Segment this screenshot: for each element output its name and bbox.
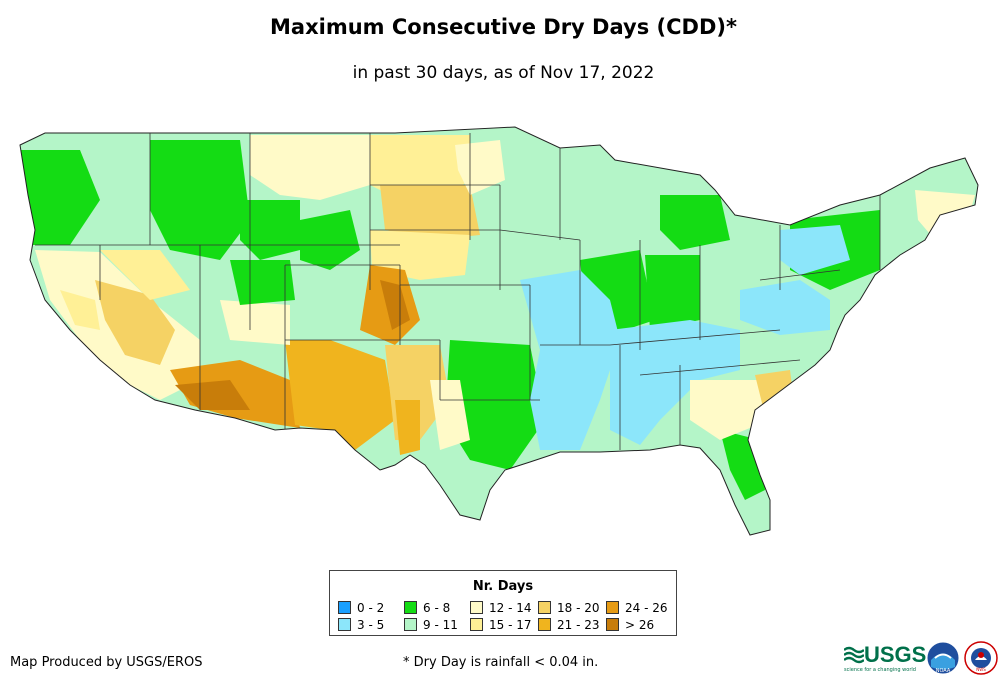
usgs-tagline: science for a changing world <box>844 667 916 673</box>
map-credit: Map Produced by USGS/EROS <box>10 655 203 670</box>
legend-item-24-26: 24 - 26 <box>606 601 668 615</box>
noaa-logo-text: NOAA <box>936 668 951 674</box>
legend-swatch <box>606 618 619 631</box>
legend-swatch <box>404 601 417 614</box>
legend-item-9-11: 9 - 11 <box>404 618 458 632</box>
legend-title: Nr. Days <box>472 579 534 594</box>
usgs-logo: USGS <box>864 642 927 667</box>
legend-swatch <box>470 601 483 614</box>
legend-swatch <box>404 618 417 631</box>
legend-item-15-17: 15 - 17 <box>470 618 532 632</box>
nws-logo-icon: NWS <box>964 641 998 675</box>
legend-swatch <box>538 601 551 614</box>
conus-cdd-map <box>19 126 979 536</box>
legend-item-0-2: 0 - 2 <box>338 601 384 615</box>
legend-item-over-26: > 26 <box>606 618 654 632</box>
legend-item-12-14: 12 - 14 <box>470 601 532 615</box>
map-subtitle: in past 30 days, as of Nov 17, 2022 <box>352 63 655 83</box>
usgs-wave-icon <box>844 646 864 664</box>
legend-swatch <box>538 618 551 631</box>
agency-logos: USGS science for a changing world NOAA N… <box>842 640 1002 680</box>
legend-item-3-5: 3 - 5 <box>338 618 384 632</box>
noaa-logo-icon: NOAA <box>926 641 960 675</box>
legend-item-18-20: 18 - 20 <box>538 601 600 615</box>
legend: Nr. Days 0 - 2 3 - 5 6 - 8 9 - 11 12 - 1… <box>329 570 677 636</box>
legend-item-6-8: 6 - 8 <box>404 601 450 615</box>
legend-swatch <box>470 618 483 631</box>
map-title: Maximum Consecutive Dry Days (CDD)* <box>270 15 737 39</box>
legend-swatch <box>338 618 351 631</box>
nws-logo-text: NWS <box>976 667 986 672</box>
legend-swatch <box>606 601 619 614</box>
legend-item-21-23: 21 - 23 <box>538 618 600 632</box>
legend-swatch <box>338 601 351 614</box>
dry-day-note: * Dry Day is rainfall < 0.04 in. <box>403 655 599 670</box>
